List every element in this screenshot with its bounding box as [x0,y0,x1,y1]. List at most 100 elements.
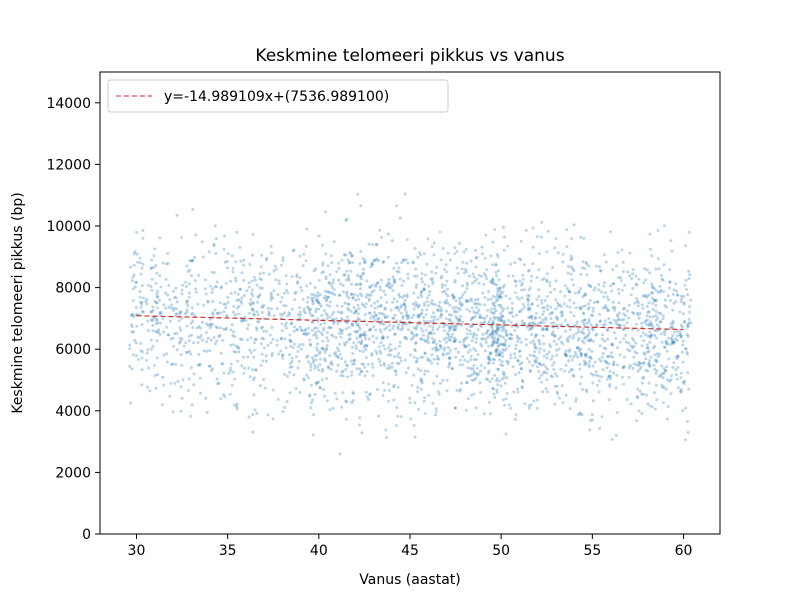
data-point [192,372,196,376]
data-point [320,314,324,317]
data-point [517,310,521,314]
data-point [611,268,615,272]
data-point [465,336,469,340]
data-point [368,286,372,289]
data-point [492,295,495,298]
data-point [392,278,396,281]
data-point [542,349,546,352]
data-point [537,295,541,299]
data-point [425,308,429,312]
data-point [193,255,196,259]
data-point [674,368,678,372]
data-point [418,304,421,308]
data-point [359,277,363,281]
data-point [324,348,328,352]
data-point [475,373,479,377]
data-point [550,332,554,336]
data-point [437,392,441,396]
data-point [684,278,688,282]
data-point [378,328,382,332]
data-point [311,433,315,437]
data-point [492,315,496,319]
data-point [681,343,685,347]
data-point [565,304,569,308]
data-point [540,301,544,305]
data-point [286,314,290,318]
data-point [527,306,530,310]
data-point [399,311,403,315]
data-point [395,300,399,304]
data-point [388,328,392,332]
data-point [415,333,419,336]
data-point [328,315,332,319]
data-point [551,330,555,334]
data-point [390,365,394,369]
data-point [477,308,481,312]
data-point [650,284,654,288]
data-point [471,316,475,320]
data-point [312,333,316,337]
data-point [666,294,670,298]
data-point [656,316,660,320]
data-point [643,320,647,324]
data-point [184,280,187,284]
data-point [406,272,410,276]
data-point [259,342,263,346]
data-point [661,372,665,376]
data-point [458,340,462,344]
data-point [381,260,385,264]
data-point [662,330,666,334]
data-point [374,285,378,288]
data-point [320,346,324,350]
data-point [298,390,302,394]
data-point [644,278,648,282]
data-point [327,290,331,294]
data-point [233,335,237,339]
data-point [611,300,615,304]
data-point [441,378,445,382]
data-point [391,300,394,304]
data-point [464,247,468,251]
data-point [552,361,556,365]
data-point [573,325,576,329]
data-point [323,289,327,293]
data-point [327,281,331,285]
data-point [598,344,602,348]
data-point [505,333,509,337]
data-point [401,327,405,330]
data-point [324,312,328,316]
data-point [397,322,401,326]
data-point [380,336,384,340]
data-point [532,399,536,403]
data-point [635,419,639,423]
data-point [219,397,223,401]
data-point [130,313,134,317]
data-point [200,240,204,244]
data-point [332,310,336,314]
data-point [426,334,430,338]
data-point [280,322,284,326]
data-point [422,319,426,323]
data-point [453,328,457,332]
data-point [301,343,305,346]
data-point [253,278,257,282]
data-point [423,412,427,415]
data-point [154,318,158,322]
data-point [185,324,189,328]
data-point [681,360,685,364]
data-point [549,317,553,321]
data-point [591,309,595,313]
data-point [660,340,664,344]
data-point [387,323,391,327]
data-point [358,367,362,371]
data-point [359,292,363,296]
data-point [542,321,546,325]
data-point [350,401,354,404]
data-point [685,333,689,337]
data-point [588,298,592,302]
data-point [302,307,306,311]
data-point [182,344,186,348]
data-point [256,300,260,304]
data-point [491,340,495,344]
data-point [486,328,490,332]
